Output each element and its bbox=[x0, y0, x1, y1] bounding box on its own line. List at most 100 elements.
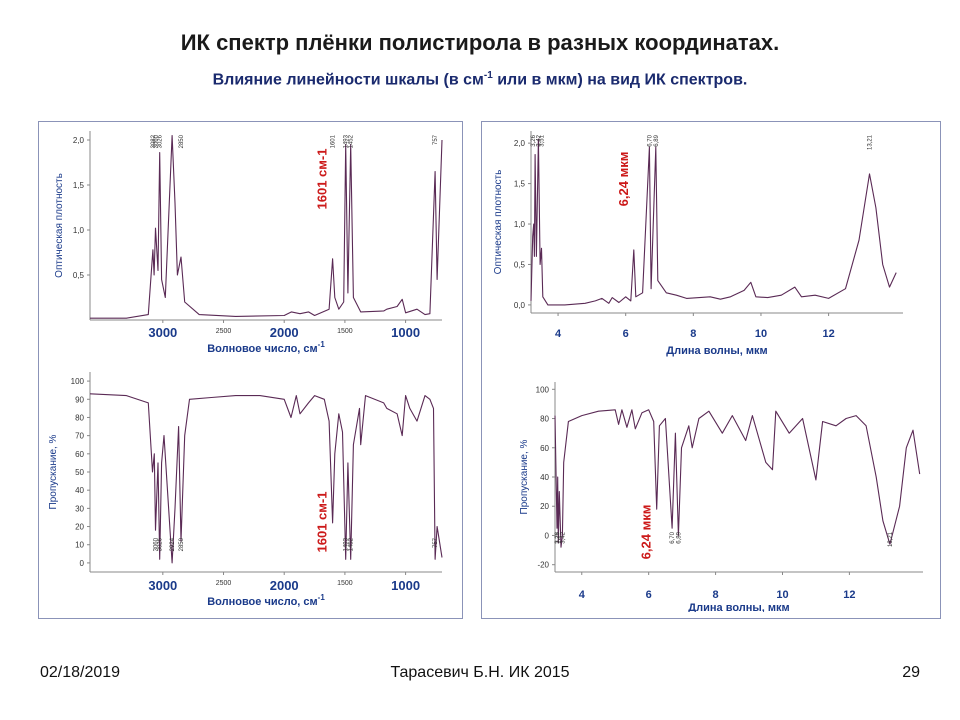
peak-label: 1493 bbox=[344, 537, 350, 551]
chart-absorbance-wavenumber: 0,5 1,0 1,5 2,0 Оптическая плотность 3000 2000… bbox=[54, 131, 443, 355]
x-axis-label-sup: -1 bbox=[318, 593, 326, 602]
y-tick-label: 10 bbox=[75, 541, 84, 550]
peak-label: 1601 bbox=[331, 134, 337, 148]
x-axis-label: Волновое число, см-1 bbox=[207, 340, 325, 355]
peak-label: 3026 bbox=[158, 134, 164, 148]
spectrum-line bbox=[90, 134, 443, 319]
peak-label: 3,27 bbox=[555, 531, 561, 543]
peak-label: 3,42 bbox=[536, 134, 542, 146]
subtitle-post: или в мкм) на вид ИК спектров. bbox=[492, 71, 748, 89]
y-tick-label: 40 bbox=[75, 486, 84, 495]
y-axis-label: Оптическая плотность bbox=[54, 173, 65, 278]
y-axis-label: Пропускание, % bbox=[48, 434, 59, 509]
x-tick-label: 10 bbox=[776, 589, 788, 601]
x-tick-label: 12 bbox=[822, 328, 834, 340]
x-axis-label-sup: -1 bbox=[318, 340, 326, 349]
subtitle-sup: -1 bbox=[483, 70, 493, 81]
peak-label: 13,21 bbox=[888, 531, 894, 547]
subtitle-pre: Влияние линейности шкалы (в см bbox=[212, 71, 484, 89]
x-tick-label: 4 bbox=[555, 328, 562, 340]
peak-label: 2924 bbox=[170, 537, 176, 551]
peak-label: 3,51 bbox=[539, 134, 545, 146]
y-tick-label: 0,0 bbox=[514, 301, 526, 310]
y-tick-label: 1,5 bbox=[73, 181, 85, 190]
page-title: ИК спектр плёнки полистирола в разных ко… bbox=[180, 30, 780, 55]
y-tick-label: 0 bbox=[545, 531, 550, 540]
y-tick-label: 80 bbox=[75, 413, 84, 422]
x-axis-label: Длина волны, мкм bbox=[688, 602, 789, 612]
peak-label: 6,89 bbox=[676, 531, 682, 543]
x-tick-label: 2000 bbox=[270, 578, 299, 593]
y-axis-label: Пропускание, % bbox=[519, 439, 530, 514]
x-tick-label-small: 1500 bbox=[337, 580, 353, 587]
y-tick-label: -20 bbox=[537, 561, 549, 570]
y-tick-label: 60 bbox=[540, 444, 549, 453]
y-tick-label: 1,0 bbox=[73, 226, 85, 235]
annotation-label: 6,24 мкм bbox=[616, 152, 631, 207]
y-tick-label: 30 bbox=[75, 504, 84, 513]
x-tick-label: 6 bbox=[623, 328, 629, 340]
y-tick-label: 100 bbox=[71, 377, 85, 386]
peak-label: 757 bbox=[433, 537, 439, 548]
spectrum-line bbox=[89, 393, 443, 564]
chart-absorbance-wavelength: 0,0 0,5 1,0 1,5 2,0 Оптическая плотность 4 6 8 10… bbox=[493, 131, 903, 357]
y-tick-label: 2,0 bbox=[73, 136, 85, 145]
peak-label: 2850 bbox=[179, 134, 185, 148]
spectrum-line bbox=[554, 409, 921, 548]
y-tick-label: 0,5 bbox=[514, 260, 526, 269]
y-tick-label: 100 bbox=[536, 385, 550, 394]
peak-label: 6,70 bbox=[670, 531, 676, 543]
x-tick-label: 2000 bbox=[270, 325, 299, 340]
x-tick-label: 3000 bbox=[148, 325, 177, 340]
peak-label: 3026 bbox=[158, 537, 164, 551]
x-tick-label-small: 1500 bbox=[337, 328, 353, 335]
y-tick-label: 50 bbox=[75, 468, 84, 477]
annotation-label: 1601 см-1 bbox=[315, 492, 330, 553]
spectrum-line bbox=[530, 138, 897, 306]
x-tick-label: 1000 bbox=[391, 578, 420, 593]
peak-label: 1452 bbox=[349, 537, 355, 551]
y-tick-label: 40 bbox=[540, 473, 549, 482]
x-axis-label: Волновое число, см-1 bbox=[207, 593, 325, 608]
peak-label: 6,89 bbox=[654, 134, 660, 146]
y-tick-label: 1,5 bbox=[514, 180, 526, 189]
x-tick-label: 12 bbox=[843, 589, 855, 601]
x-tick-label: 6 bbox=[646, 589, 652, 601]
y-tick-label: 0 bbox=[80, 559, 85, 568]
peak-label: 13,21 bbox=[868, 134, 874, 150]
chart-transmittance-wavenumber: 0 10 20 30 40 50 60 70 80 90 100 Пропускание, % 3000… bbox=[48, 372, 443, 608]
y-axis-label: Оптическая плотность bbox=[493, 170, 504, 275]
peak-label: 3060 bbox=[154, 134, 160, 148]
x-axis-label: Длина волны, мкм bbox=[666, 345, 767, 357]
x-tick-label-small: 2500 bbox=[216, 580, 232, 587]
y-tick-label: 20 bbox=[540, 502, 549, 511]
x-tick-label: 3000 bbox=[148, 578, 177, 593]
x-tick-label: 8 bbox=[690, 328, 696, 340]
footer-author: Тарасевич Б.Н. ИК 2015 bbox=[390, 664, 570, 681]
peak-label: 3082 bbox=[151, 134, 157, 148]
footer-page: 29 bbox=[902, 664, 920, 681]
footer-date: 02/18/2019 bbox=[40, 664, 121, 681]
y-tick-label: 90 bbox=[75, 395, 84, 404]
y-tick-label: 1,0 bbox=[514, 220, 526, 229]
peak-label: 1493 bbox=[344, 134, 350, 148]
y-tick-label: 70 bbox=[75, 432, 84, 441]
peak-label: 1452 bbox=[349, 134, 355, 148]
peak-label: 2850 bbox=[179, 537, 185, 551]
y-tick-label: 2,0 bbox=[514, 139, 526, 148]
x-tick-label: 4 bbox=[579, 589, 586, 601]
peak-label: 757 bbox=[433, 134, 439, 145]
x-tick-label: 8 bbox=[713, 589, 719, 601]
x-tick-label: 1000 bbox=[391, 325, 420, 340]
y-tick-label: 60 bbox=[75, 450, 84, 459]
x-tick-label: 10 bbox=[755, 328, 767, 340]
peak-label: 3,26 bbox=[531, 134, 537, 146]
annotation-label: 1601 см-1 bbox=[315, 149, 330, 210]
y-tick-label: 20 bbox=[75, 523, 84, 532]
peak-label: 3,26 bbox=[555, 531, 561, 543]
y-tick-label: 80 bbox=[540, 415, 549, 424]
peak-label: 3060 bbox=[154, 537, 160, 551]
page-subtitle: Влияние линейности шкалы (в см-1 или в м… bbox=[0, 70, 960, 89]
annotation-label: 6,24 мкм bbox=[639, 505, 654, 560]
chart-transmittance-wavelength: -20 0 20 40 60 80 100 Пропускание, % 4 6 8 10 12 Длин… bbox=[519, 382, 923, 612]
